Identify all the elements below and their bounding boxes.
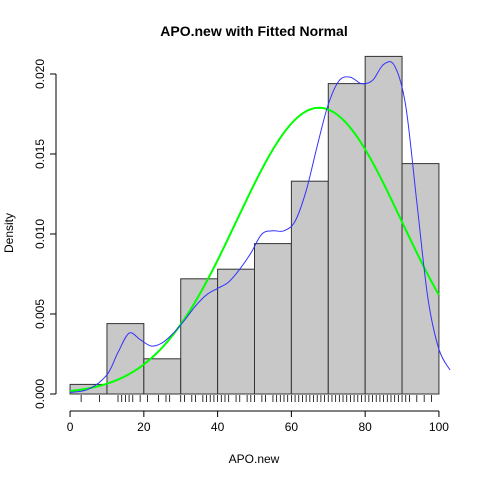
x-tick-label-4: 80 — [358, 420, 372, 434]
histogram-bar-4 — [217, 268, 255, 395]
y-tick-label-0: 0.000 — [33, 379, 47, 409]
x-tick-label-5: 100 — [429, 420, 449, 434]
rug-layer — [80, 395, 432, 402]
y-tick-label-1: 0.005 — [33, 299, 47, 329]
y-tick-label-2: 0.010 — [33, 219, 47, 249]
normal-fit-curve — [69, 106, 440, 393]
chart-title: APO.new with Fitted Normal — [160, 23, 347, 39]
x-tick-label-1: 20 — [137, 420, 151, 434]
x-tick-label-3: 60 — [285, 420, 299, 434]
histogram-bar-6 — [290, 180, 329, 395]
y-axis: 0.000 0.005 0.010 0.015 0.020 — [33, 59, 57, 409]
density-curve-layer — [69, 61, 451, 393]
x-tick-label-2: 40 — [211, 420, 225, 434]
histogram-bars — [69, 55, 440, 395]
x-tick-label-0: 0 — [67, 420, 74, 434]
x-axis-label: APO.new — [229, 452, 280, 466]
histogram-bar-5 — [254, 243, 292, 395]
histogram-bar-7 — [327, 83, 366, 395]
density-curve — [69, 61, 451, 393]
x-axis: 0 20 40 60 80 100 — [67, 410, 449, 434]
histogram-bar-1 — [106, 323, 145, 395]
histogram-bar-8 — [364, 55, 403, 395]
y-tick-label-4: 0.020 — [33, 59, 47, 89]
histogram-bar-9 — [401, 163, 440, 395]
normal-curve-layer — [69, 106, 440, 393]
y-axis-label: Density — [2, 213, 16, 253]
histogram-bar-2 — [143, 358, 182, 395]
y-tick-label-3: 0.015 — [33, 139, 47, 169]
